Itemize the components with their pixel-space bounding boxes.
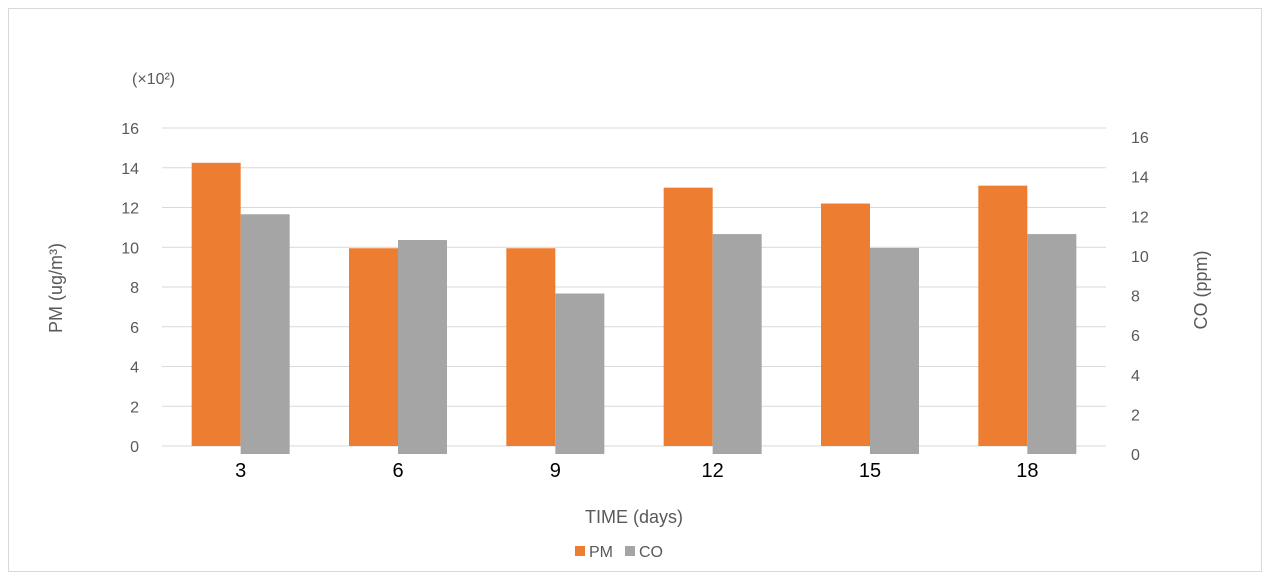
bar-co-3 — [240, 214, 290, 454]
x-tick-label: 9 — [550, 460, 561, 482]
x-tick-label: 18 — [1016, 460, 1038, 482]
multiplier-label: (×10²) — [132, 71, 175, 88]
y-tick-label-left: 8 — [130, 280, 139, 297]
bar-co-9 — [555, 293, 605, 454]
legend-label-pm: PM — [589, 544, 613, 561]
y-tick-label-left: 14 — [121, 161, 139, 178]
x-tick-label: 3 — [235, 460, 246, 482]
y-tick-label-right: 6 — [1131, 328, 1140, 345]
bar-pm-9 — [506, 248, 556, 446]
x-tick-label: 6 — [392, 460, 403, 482]
y-tick-label-left: 2 — [130, 399, 139, 416]
bar-co-18 — [1027, 234, 1077, 454]
y-tick-label-right: 2 — [1131, 407, 1140, 424]
y-tick-label-right: 0 — [1131, 447, 1140, 464]
bars — [191, 162, 1077, 454]
left-axis-ticks: 0 2 4 6 8 10 12 14 16 — [121, 121, 139, 456]
bar-co-6 — [398, 240, 447, 454]
x-axis-ticks: 3 6 9 12 15 18 — [235, 460, 1038, 482]
y-tick-label-left: 10 — [121, 240, 139, 257]
bar-pm-6 — [349, 248, 398, 446]
bar-pm-3 — [191, 162, 241, 446]
legend: PM CO — [575, 544, 663, 561]
y-tick-label-left: 6 — [130, 320, 139, 337]
y-tick-label-right: 12 — [1131, 209, 1149, 226]
y-tick-label-right: 10 — [1131, 249, 1149, 266]
legend-swatch-pm — [575, 546, 585, 556]
y-tick-label-right: 4 — [1131, 368, 1140, 385]
legend-swatch-co — [625, 546, 635, 556]
bar-pm-12 — [663, 187, 713, 446]
x-axis-title: TIME (days) — [585, 507, 683, 527]
right-axis-ticks: 0 2 4 6 8 10 12 14 16 — [1131, 130, 1149, 464]
y-tick-label-left: 16 — [121, 121, 139, 138]
bar-pm-15 — [821, 203, 870, 446]
y-tick-label-left: 4 — [130, 360, 139, 377]
bar-co-12 — [712, 234, 762, 454]
x-tick-label: 12 — [702, 460, 724, 482]
y-axis-title-right: CO (ppm) — [1191, 250, 1211, 329]
y-axis-title-left: PM (ug/m³) — [46, 243, 66, 333]
bar-co-15 — [870, 247, 919, 454]
x-tick-label: 15 — [859, 460, 881, 482]
legend-label-co: CO — [639, 544, 663, 561]
y-tick-label-right: 16 — [1131, 130, 1149, 147]
y-tick-label-left: 0 — [130, 439, 139, 456]
gridlines — [162, 127, 1106, 447]
bar-pm-18 — [978, 185, 1028, 446]
y-tick-label-right: 14 — [1131, 170, 1149, 187]
y-tick-label-right: 8 — [1131, 289, 1140, 306]
y-tick-label-left: 12 — [121, 201, 139, 218]
